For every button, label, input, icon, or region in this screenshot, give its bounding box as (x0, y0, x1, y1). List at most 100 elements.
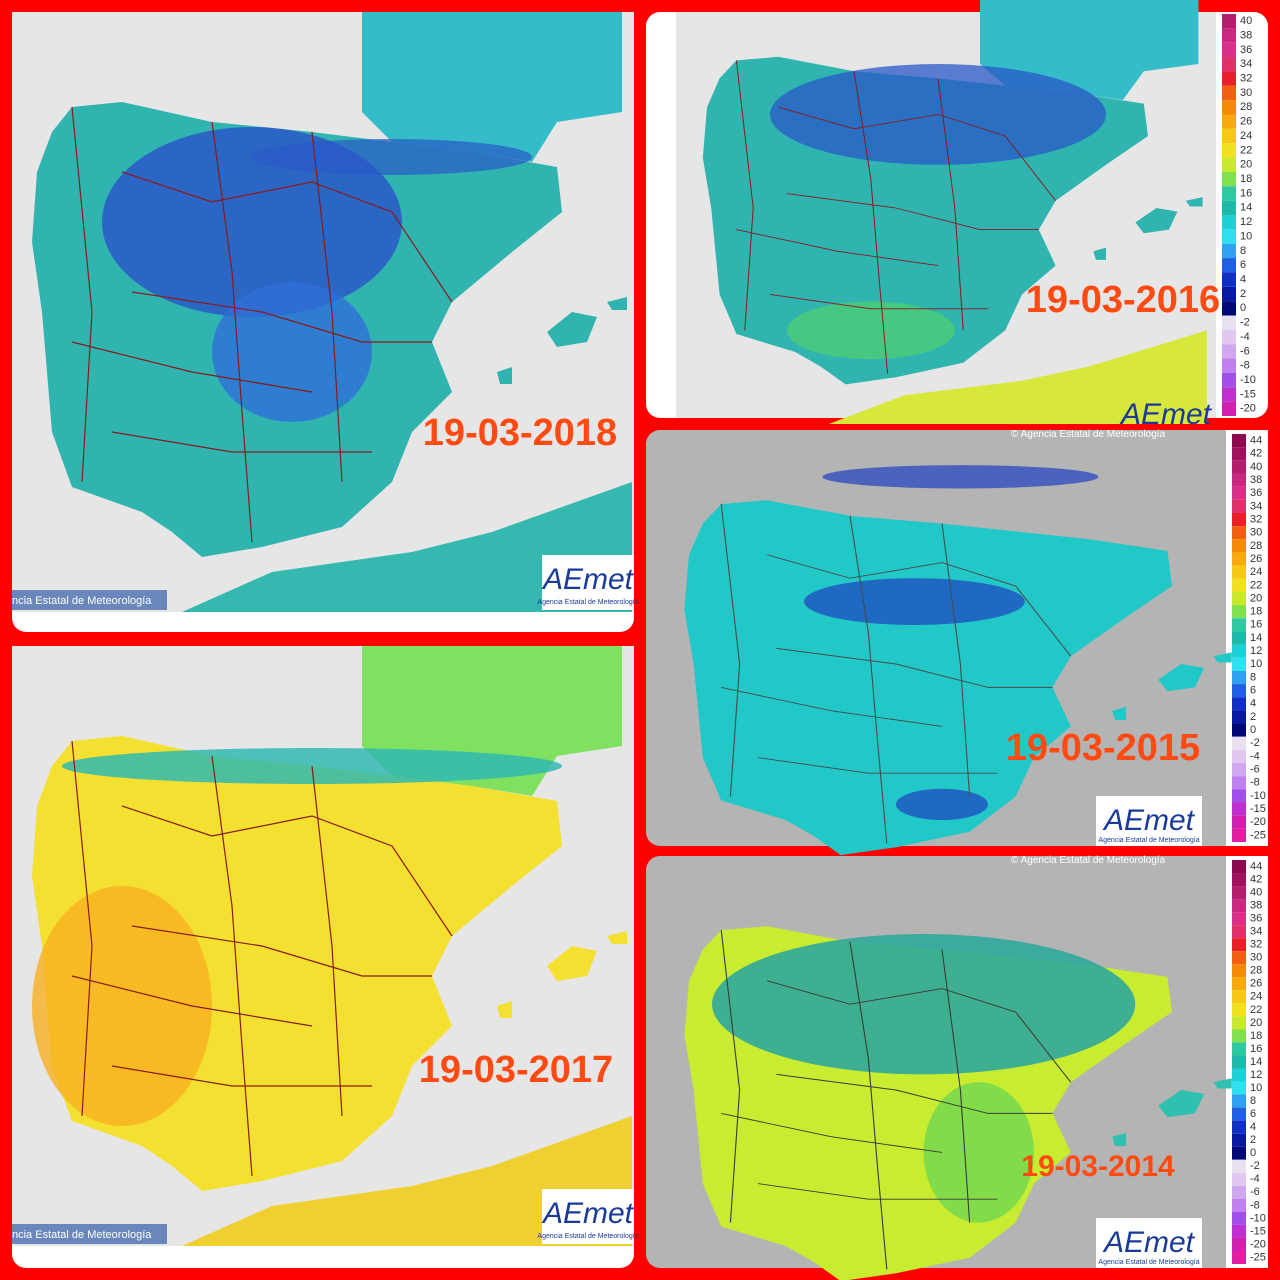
cold-area (252, 139, 532, 175)
legend-swatch (1232, 1198, 1246, 1212)
legend-swatch (1232, 815, 1246, 829)
legend-label: 38 (1250, 474, 1262, 486)
legend-swatch (1232, 873, 1246, 887)
legend-label: 26 (1250, 978, 1262, 990)
legend-label: 34 (1240, 58, 1252, 70)
legend-swatch (1232, 977, 1246, 991)
legend-swatch (1232, 763, 1246, 777)
legend-label: 44 (1250, 434, 1262, 446)
legend-swatch (1232, 925, 1246, 939)
legend-swatch (1222, 372, 1236, 388)
legend: 4442403836343230282624222018161412108642… (1232, 434, 1266, 842)
legend-swatch (1232, 499, 1246, 513)
legend-swatch (1222, 344, 1236, 359)
legend-label: 8 (1250, 671, 1256, 683)
legend-label: 4 (1250, 698, 1256, 710)
legend-swatch (1222, 28, 1236, 43)
legend-label: 36 (1250, 913, 1262, 925)
legend-label: 22 (1250, 1004, 1262, 1016)
legend-label: 14 (1250, 1056, 1262, 1068)
legend-label: 24 (1240, 130, 1252, 142)
legend: 4442403836343230282624222018161412108642… (1232, 860, 1266, 1264)
legend-swatch (1222, 186, 1236, 201)
legend-label: 26 (1250, 553, 1262, 565)
cool-area (712, 934, 1136, 1075)
legend-label: 4 (1250, 1121, 1256, 1133)
legend-swatch (1232, 1120, 1246, 1134)
legend-swatch (1232, 591, 1246, 606)
legend-swatch (1232, 434, 1246, 448)
legend-swatch (1232, 1159, 1246, 1173)
legend-label: 8 (1240, 245, 1246, 257)
logo-box (542, 555, 634, 610)
warm-area (32, 886, 212, 1126)
legend-swatch (1222, 128, 1236, 144)
legend-swatch (1232, 1107, 1246, 1121)
legend-label: -10 (1250, 790, 1266, 802)
legend-label: -25 (1250, 829, 1266, 841)
legend-label: 44 (1250, 860, 1262, 872)
legend-label: -15 (1250, 1225, 1266, 1237)
legend-swatch (1222, 42, 1236, 58)
legend-swatch (1232, 1094, 1246, 1108)
legend-label: 20 (1240, 159, 1252, 171)
legend-label: 32 (1250, 939, 1262, 951)
legend-swatch (1232, 684, 1246, 698)
legend-swatch (1232, 460, 1246, 474)
legend-label: 10 (1240, 230, 1252, 242)
legend-label: -20 (1250, 1238, 1266, 1250)
legend-label: 32 (1250, 513, 1262, 525)
legend-label: 12 (1250, 1069, 1262, 1081)
legend-label: 28 (1250, 965, 1262, 977)
legend: 4038363432302826242220181614121086420-2-… (1222, 14, 1256, 416)
logo-box (542, 1189, 634, 1244)
mild-area (923, 1082, 1034, 1223)
legend-label: 16 (1240, 187, 1252, 199)
date-label: 19-03-2014 (1021, 1150, 1175, 1183)
legend-swatch (1232, 990, 1246, 1004)
legend-swatch (1232, 860, 1246, 874)
legend-swatch (1232, 1133, 1246, 1147)
legend-swatch (1222, 71, 1236, 86)
legend-swatch (1232, 1172, 1246, 1186)
date-label: 19-03-2017 (419, 1049, 613, 1091)
legend-label: 36 (1250, 487, 1262, 499)
legend-swatch (1222, 272, 1236, 287)
legend-label: 12 (1250, 645, 1262, 657)
legend-label: 10 (1250, 658, 1262, 670)
legend-label: -10 (1240, 374, 1256, 386)
legend-swatch (1222, 243, 1236, 259)
legend-swatch (1222, 143, 1236, 158)
legend-swatch (1232, 951, 1246, 965)
legend-swatch (1232, 1185, 1246, 1199)
legend-label: 30 (1240, 87, 1252, 99)
credit: ncia Estatal de Meteorología (12, 1229, 152, 1241)
legend-label: 12 (1240, 216, 1252, 228)
legend-label: 26 (1240, 116, 1252, 128)
legend-swatch (1222, 57, 1236, 72)
legend-swatch (1232, 938, 1246, 952)
legend-label: 2 (1250, 711, 1256, 723)
legend-swatch (1222, 229, 1236, 244)
legend-label: -8 (1250, 777, 1260, 789)
legend-label: 14 (1240, 202, 1252, 214)
logo-sub: Agencia Estatal de Meteorología (537, 599, 638, 606)
panel-2015: © Agencia Estatal de Meteorología 19-03-… (646, 429, 1268, 856)
legend-swatch (1232, 565, 1246, 579)
legend-swatch (1232, 631, 1246, 645)
legend-swatch (1232, 1003, 1246, 1017)
cold-area (896, 788, 988, 820)
legend-label: 0 (1250, 1147, 1256, 1159)
legend-label: 30 (1250, 952, 1262, 964)
logo: AEmet (1102, 804, 1196, 837)
logo-sub: Agencia Estatal de Meteorología (1098, 837, 1199, 844)
legend-swatch (1232, 1042, 1246, 1056)
legend-label: 42 (1250, 448, 1262, 460)
logo-sub: Agencia Estatal de Meteorología (537, 1233, 638, 1240)
legend-swatch (1222, 301, 1236, 316)
warm-area (786, 301, 955, 360)
legend-swatch (1232, 1211, 1246, 1225)
legend-label: 38 (1240, 29, 1252, 41)
legend-swatch (1222, 315, 1236, 330)
date-label: 19-03-2015 (1006, 727, 1200, 769)
